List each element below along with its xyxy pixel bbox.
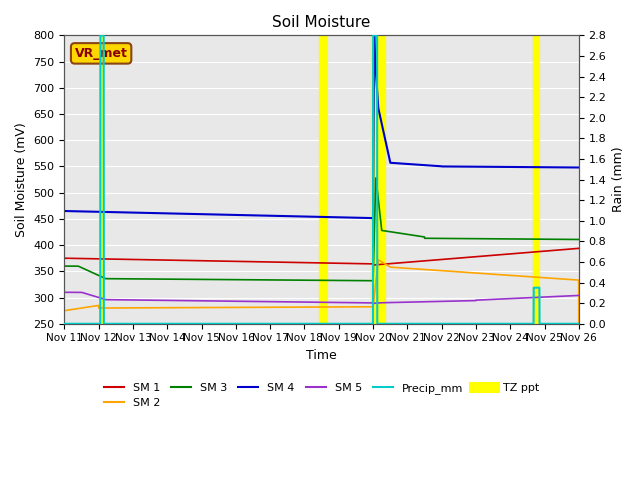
Legend: SM 1, SM 2, SM 3, SM 4, SM 5, Precip_mm, TZ ppt: SM 1, SM 2, SM 3, SM 4, SM 5, Precip_mm,… — [99, 378, 544, 413]
X-axis label: Time: Time — [307, 349, 337, 362]
Y-axis label: Rain (mm): Rain (mm) — [612, 147, 625, 212]
Title: Soil Moisture: Soil Moisture — [273, 15, 371, 30]
Text: VR_met: VR_met — [75, 47, 127, 60]
Y-axis label: Soil Moisture (mV): Soil Moisture (mV) — [15, 122, 28, 237]
